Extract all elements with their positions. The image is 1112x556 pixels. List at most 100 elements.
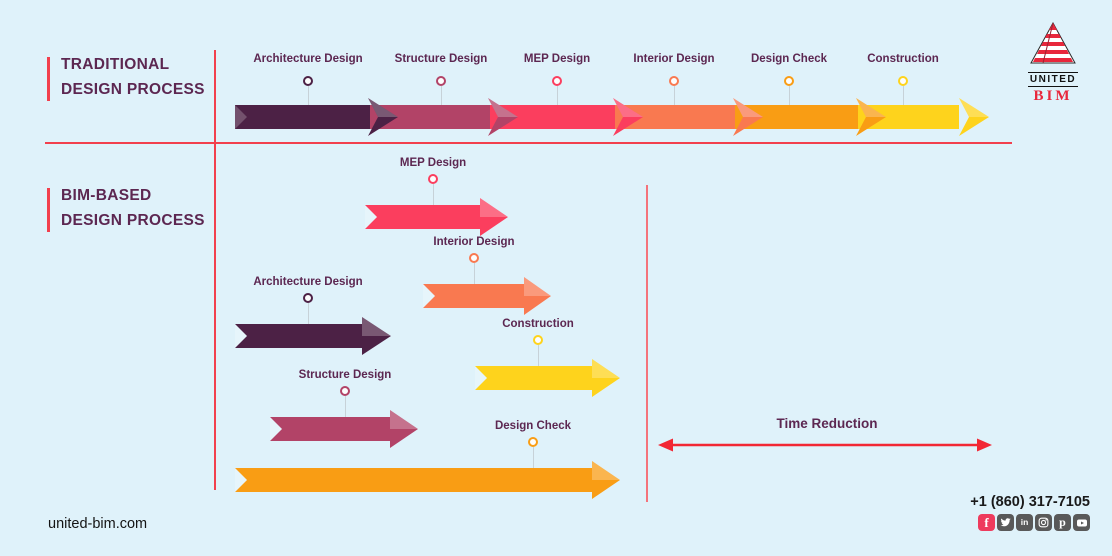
stage-label: Interior Design	[433, 236, 515, 248]
arrow-shape	[613, 98, 643, 136]
arrow-bar	[858, 105, 959, 129]
arrow-shape	[270, 410, 418, 448]
arrow-bar	[235, 105, 386, 129]
stage-label: Construction	[867, 53, 939, 65]
stage-label: Design Check	[494, 420, 572, 432]
stage-label: MEP Design	[399, 157, 467, 169]
bim-section-title: BIM-BASED DESIGN PROCESS	[61, 183, 205, 233]
stage-marker-circle	[428, 174, 438, 184]
arrow-bar	[490, 105, 631, 129]
stage-label: Architecture Design	[253, 53, 363, 65]
left-axis-line	[214, 50, 216, 490]
arrow-shape	[856, 98, 886, 117]
arrow-shape	[423, 277, 551, 315]
facebook-icon[interactable]: f	[978, 514, 995, 531]
arrow-shape	[592, 359, 620, 378]
arrow-shape	[368, 98, 398, 136]
traditional-title-line1: TRADITIONAL	[61, 56, 170, 73]
traditional-section-title: TRADITIONAL DESIGN PROCESS	[61, 52, 205, 102]
arrow-shape	[488, 98, 518, 136]
stage-marker-circle	[436, 76, 446, 86]
stage-marker-circle	[669, 76, 679, 86]
stage-label: Architecture Design	[253, 276, 363, 288]
stage-label: Interior Design	[633, 53, 715, 65]
arrow-shape	[733, 98, 763, 117]
stage-marker-stem	[432, 184, 434, 205]
website-url: united-bim.com	[48, 516, 148, 532]
bim-end-reference-line	[646, 185, 648, 502]
stage-marker-stem	[556, 86, 558, 105]
arrow-shape	[856, 98, 886, 136]
stage-label: MEP Design	[523, 53, 591, 65]
arrow-shape	[423, 284, 435, 308]
arrow-shape	[977, 438, 992, 452]
arrow-shape	[524, 277, 551, 296]
phone-number: +1 (860) 317-7105	[970, 494, 1090, 510]
stage-label: Design Check	[750, 53, 828, 65]
stage-marker-circle	[898, 76, 908, 86]
arrow-shape	[365, 198, 508, 236]
arrow-shape	[235, 105, 247, 129]
arrow-shape	[270, 417, 282, 441]
bim-title-line2: DESIGN PROCESS	[61, 212, 205, 229]
twitter-icon[interactable]	[997, 514, 1014, 531]
stage-marker-circle	[784, 76, 794, 86]
logo-text-bim: BIM	[1033, 88, 1073, 104]
arrow-bar	[735, 105, 874, 129]
logo-pyramid-icon	[1030, 21, 1076, 64]
stage-marker-circle	[469, 253, 479, 263]
stage-marker-stem	[344, 396, 346, 417]
stage-marker-stem	[537, 345, 539, 366]
stage-label: Construction	[502, 318, 574, 330]
traditional-title-line2: DESIGN PROCESS	[61, 81, 205, 98]
arrow-shape	[733, 98, 763, 136]
stage-marker-circle	[528, 437, 538, 447]
arrow-shape	[658, 438, 673, 452]
social-icons-row: f in p	[978, 514, 1090, 531]
youtube-icon[interactable]	[1073, 514, 1090, 531]
arrow-shape	[475, 366, 487, 390]
arrow-shape	[235, 324, 247, 348]
pinterest-icon[interactable]: p	[1054, 514, 1071, 531]
arrow-shape	[480, 198, 508, 217]
stage-marker-stem	[902, 86, 904, 105]
arrow-bar	[615, 105, 751, 129]
arrow-shape	[362, 317, 391, 336]
stage-marker-stem	[788, 86, 790, 105]
arrow-shape	[390, 410, 418, 429]
traditional-title-accent-bar	[47, 57, 50, 101]
stage-marker-stem	[307, 86, 309, 105]
arrow-shape	[959, 98, 989, 136]
stage-marker-stem	[307, 303, 309, 324]
stage-marker-stem	[532, 447, 534, 468]
bim-title-accent-bar	[47, 188, 50, 232]
stage-marker-stem	[473, 263, 475, 284]
arrow-shape	[235, 461, 620, 499]
stage-marker-circle	[533, 335, 543, 345]
stage-marker-circle	[340, 386, 350, 396]
stage-marker-stem	[673, 86, 675, 105]
linkedin-icon[interactable]: in	[1016, 514, 1033, 531]
stage-marker-stem	[440, 86, 442, 105]
arrow-shape	[368, 98, 398, 117]
section-divider-line	[45, 142, 1012, 144]
stage-marker-circle	[552, 76, 562, 86]
arrow-shape	[959, 98, 989, 117]
arrow-shape	[488, 98, 518, 117]
stage-marker-circle	[303, 76, 313, 86]
stage-label: Structure Design	[298, 369, 392, 381]
bim-title-line1: BIM-BASED	[61, 187, 152, 204]
stage-label: Structure Design	[394, 53, 488, 65]
instagram-icon[interactable]	[1035, 514, 1052, 531]
arrow-bar	[370, 105, 506, 129]
arrow-shape	[235, 468, 247, 492]
stage-marker-circle	[303, 293, 313, 303]
arrow-shape	[365, 205, 377, 229]
arrow-shape	[592, 461, 620, 480]
arrow-shape	[613, 98, 643, 117]
arrow-shape	[235, 317, 391, 355]
arrow-shape	[475, 359, 620, 397]
time-reduction-label: Time Reduction	[776, 416, 878, 431]
united-bim-logo: UNITED BIM	[1018, 21, 1088, 105]
